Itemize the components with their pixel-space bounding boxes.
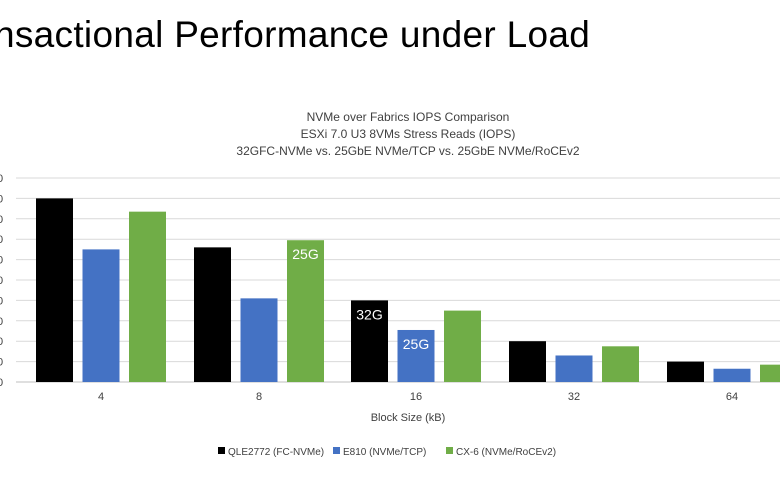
slide-title: nsactional Performance under Load bbox=[0, 14, 591, 55]
bar bbox=[36, 198, 73, 382]
bars bbox=[36, 198, 780, 382]
y-tick-label-fragment: 0 bbox=[0, 295, 3, 307]
y-tick-label-fragment: 0 bbox=[0, 316, 3, 328]
y-tick-label-fragment: 0 bbox=[0, 173, 3, 185]
legend-swatch bbox=[333, 447, 340, 454]
bar-annotation: 25G bbox=[403, 336, 429, 352]
x-axis-ticks: 4 8 16 32 64 bbox=[98, 391, 738, 403]
y-tick-label-fragment: 0 bbox=[0, 377, 3, 389]
y-tick-label-fragment: 0 bbox=[0, 275, 3, 287]
bar bbox=[240, 298, 278, 382]
bar bbox=[509, 341, 546, 382]
legend-label: E810 (NVMe/TCP) bbox=[343, 447, 426, 458]
legend-label: CX-6 (NVMe/RoCEv2) bbox=[456, 447, 556, 458]
chart-title-line: 32GFC-NVMe vs. 25GbE NVMe/TCP vs. 25GbE … bbox=[236, 144, 580, 158]
y-tick-label-fragment: 0 bbox=[0, 193, 3, 205]
x-tick-label: 16 bbox=[410, 391, 422, 403]
legend-swatch bbox=[446, 447, 453, 454]
bar bbox=[713, 368, 751, 382]
bar bbox=[194, 247, 231, 382]
x-axis-label: Block Size (kB) bbox=[371, 412, 446, 424]
bar bbox=[444, 310, 481, 382]
y-tick-label-fragment: 0 bbox=[0, 214, 3, 226]
y-tick-label-fragment: 0 bbox=[0, 357, 3, 369]
bar bbox=[287, 240, 324, 382]
bar bbox=[351, 300, 388, 382]
x-tick-label: 4 bbox=[98, 391, 104, 403]
bar bbox=[397, 329, 435, 382]
chart-title: NVMe over Fabrics IOPS Comparison ESXi 7.… bbox=[236, 110, 580, 158]
bar bbox=[667, 361, 704, 382]
bar-annotation: 32G bbox=[356, 306, 382, 322]
x-tick-label: 64 bbox=[726, 391, 738, 403]
y-tick-label-fragment: 0 bbox=[0, 255, 3, 267]
bar-annotations: 25G 32G 25G bbox=[292, 246, 429, 352]
x-tick-label: 32 bbox=[568, 391, 580, 403]
chart-title-line: ESXi 7.0 U3 8VMs Stress Reads (IOPS) bbox=[301, 127, 516, 141]
legend: QLE2772 (FC-NVMe) E810 (NVMe/TCP) CX-6 (NV… bbox=[218, 447, 556, 458]
bar bbox=[602, 346, 639, 382]
bar bbox=[760, 364, 780, 382]
bar bbox=[82, 249, 120, 382]
x-tick-label: 8 bbox=[256, 391, 262, 403]
legend-swatch bbox=[218, 447, 225, 454]
bar-annotation: 25G bbox=[292, 246, 318, 262]
bar bbox=[555, 355, 593, 382]
y-axis-ticks: 0 0 0 0 0 0 0 0 0 0 0 bbox=[0, 173, 3, 389]
y-tick-label-fragment: 0 bbox=[0, 336, 3, 348]
bar bbox=[129, 211, 166, 382]
chart-title-line: NVMe over Fabrics IOPS Comparison bbox=[307, 110, 510, 124]
y-tick-label-fragment: 0 bbox=[0, 234, 3, 246]
legend-label: QLE2772 (FC-NVMe) bbox=[228, 447, 324, 458]
